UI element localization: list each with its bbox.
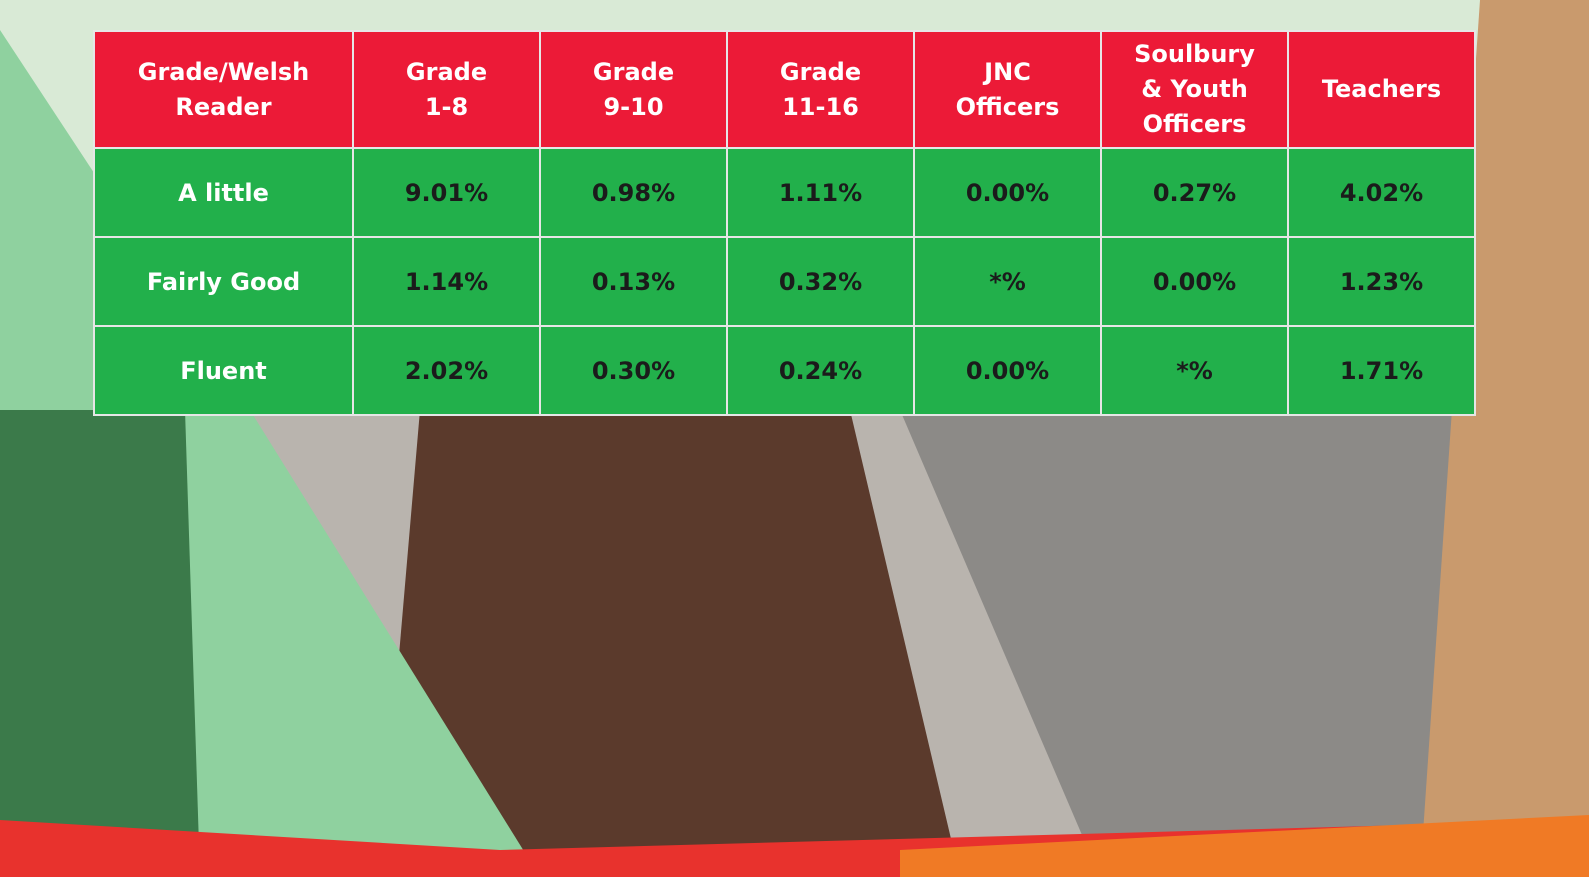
table-cell: 9.01%: [352, 147, 541, 238]
header-text: 9-10: [603, 92, 664, 121]
header-text: 1-8: [424, 92, 469, 121]
header-text: Grade: [592, 57, 675, 86]
header-text: 11-16: [782, 92, 859, 121]
green-shadow: [0, 410, 200, 877]
table-cell: 0.00%: [913, 147, 1102, 238]
table-cell: 4.02%: [1287, 147, 1476, 238]
header-text: Grade/Welsh: [137, 57, 310, 86]
header-cell: Grade 11-16: [726, 30, 915, 149]
header-cell: Grade/Welsh Reader: [93, 30, 354, 149]
header-text: Grade: [779, 57, 862, 86]
header-text: Reader: [175, 92, 272, 121]
table-cell: 0.00%: [1100, 236, 1289, 327]
table-row: A little 9.01% 0.98% 1.11% 0.00% 0.27% 4.02%: [93, 147, 1476, 238]
header-cell: Soulbury & Youth Officers: [1100, 30, 1289, 149]
header-cell: JNC Officers: [913, 30, 1102, 149]
header-text: Teachers: [1321, 75, 1442, 103]
table-cell: 0.24%: [726, 325, 915, 416]
bottom-band-orange: [900, 815, 1589, 877]
table-cell: *%: [913, 236, 1102, 327]
table-cell: 0.27%: [1100, 147, 1289, 238]
table-row: Fluent 2.02% 0.30% 0.24% 0.00% *% 1.71%: [93, 325, 1476, 416]
table-cell: 2.02%: [352, 325, 541, 416]
header-text: Soulbury: [1134, 40, 1255, 68]
photo-wall: [900, 410, 1589, 877]
table-cell: 0.13%: [539, 236, 728, 327]
table-cell: 1.11%: [726, 147, 915, 238]
table-cell: 0.00%: [913, 325, 1102, 416]
header-cell: Grade 1-8: [352, 30, 541, 149]
table-cell: 0.98%: [539, 147, 728, 238]
table-cell: 1.71%: [1287, 325, 1476, 416]
header-text: Grade: [405, 57, 488, 86]
header-cell: Teachers: [1287, 30, 1476, 149]
table-cell: 0.30%: [539, 325, 728, 416]
header-text: & Youth: [1141, 75, 1248, 103]
header-row: Grade/Welsh Reader Grade 1-8 Grade 9-10 Grade 1…: [93, 30, 1476, 149]
table-cell: *%: [1100, 325, 1289, 416]
person-right: [1420, 0, 1589, 877]
header-cell: Grade 9-10: [539, 30, 728, 149]
table-cell: 1.23%: [1287, 236, 1476, 327]
row-label: Fairly Good: [93, 236, 354, 327]
header-text: Officers: [955, 92, 1060, 121]
header-text: JNC: [984, 57, 1031, 86]
header-text: Officers: [1142, 110, 1247, 138]
person-center: [380, 410, 960, 877]
table-cell: 1.14%: [352, 236, 541, 327]
row-label: A little: [93, 147, 354, 238]
data-table: Grade/Welsh Reader Grade 1-8 Grade 9-10 Grade 1…: [93, 30, 1476, 416]
table-row: Fairly Good 1.14% 0.13% 0.32% *% 0.00% 1.23%: [93, 236, 1476, 327]
table-cell: 0.32%: [726, 236, 915, 327]
row-label: Fluent: [93, 325, 354, 416]
table-body: A little 9.01% 0.98% 1.11% 0.00% 0.27% 4.02% Fa…: [93, 147, 1476, 416]
